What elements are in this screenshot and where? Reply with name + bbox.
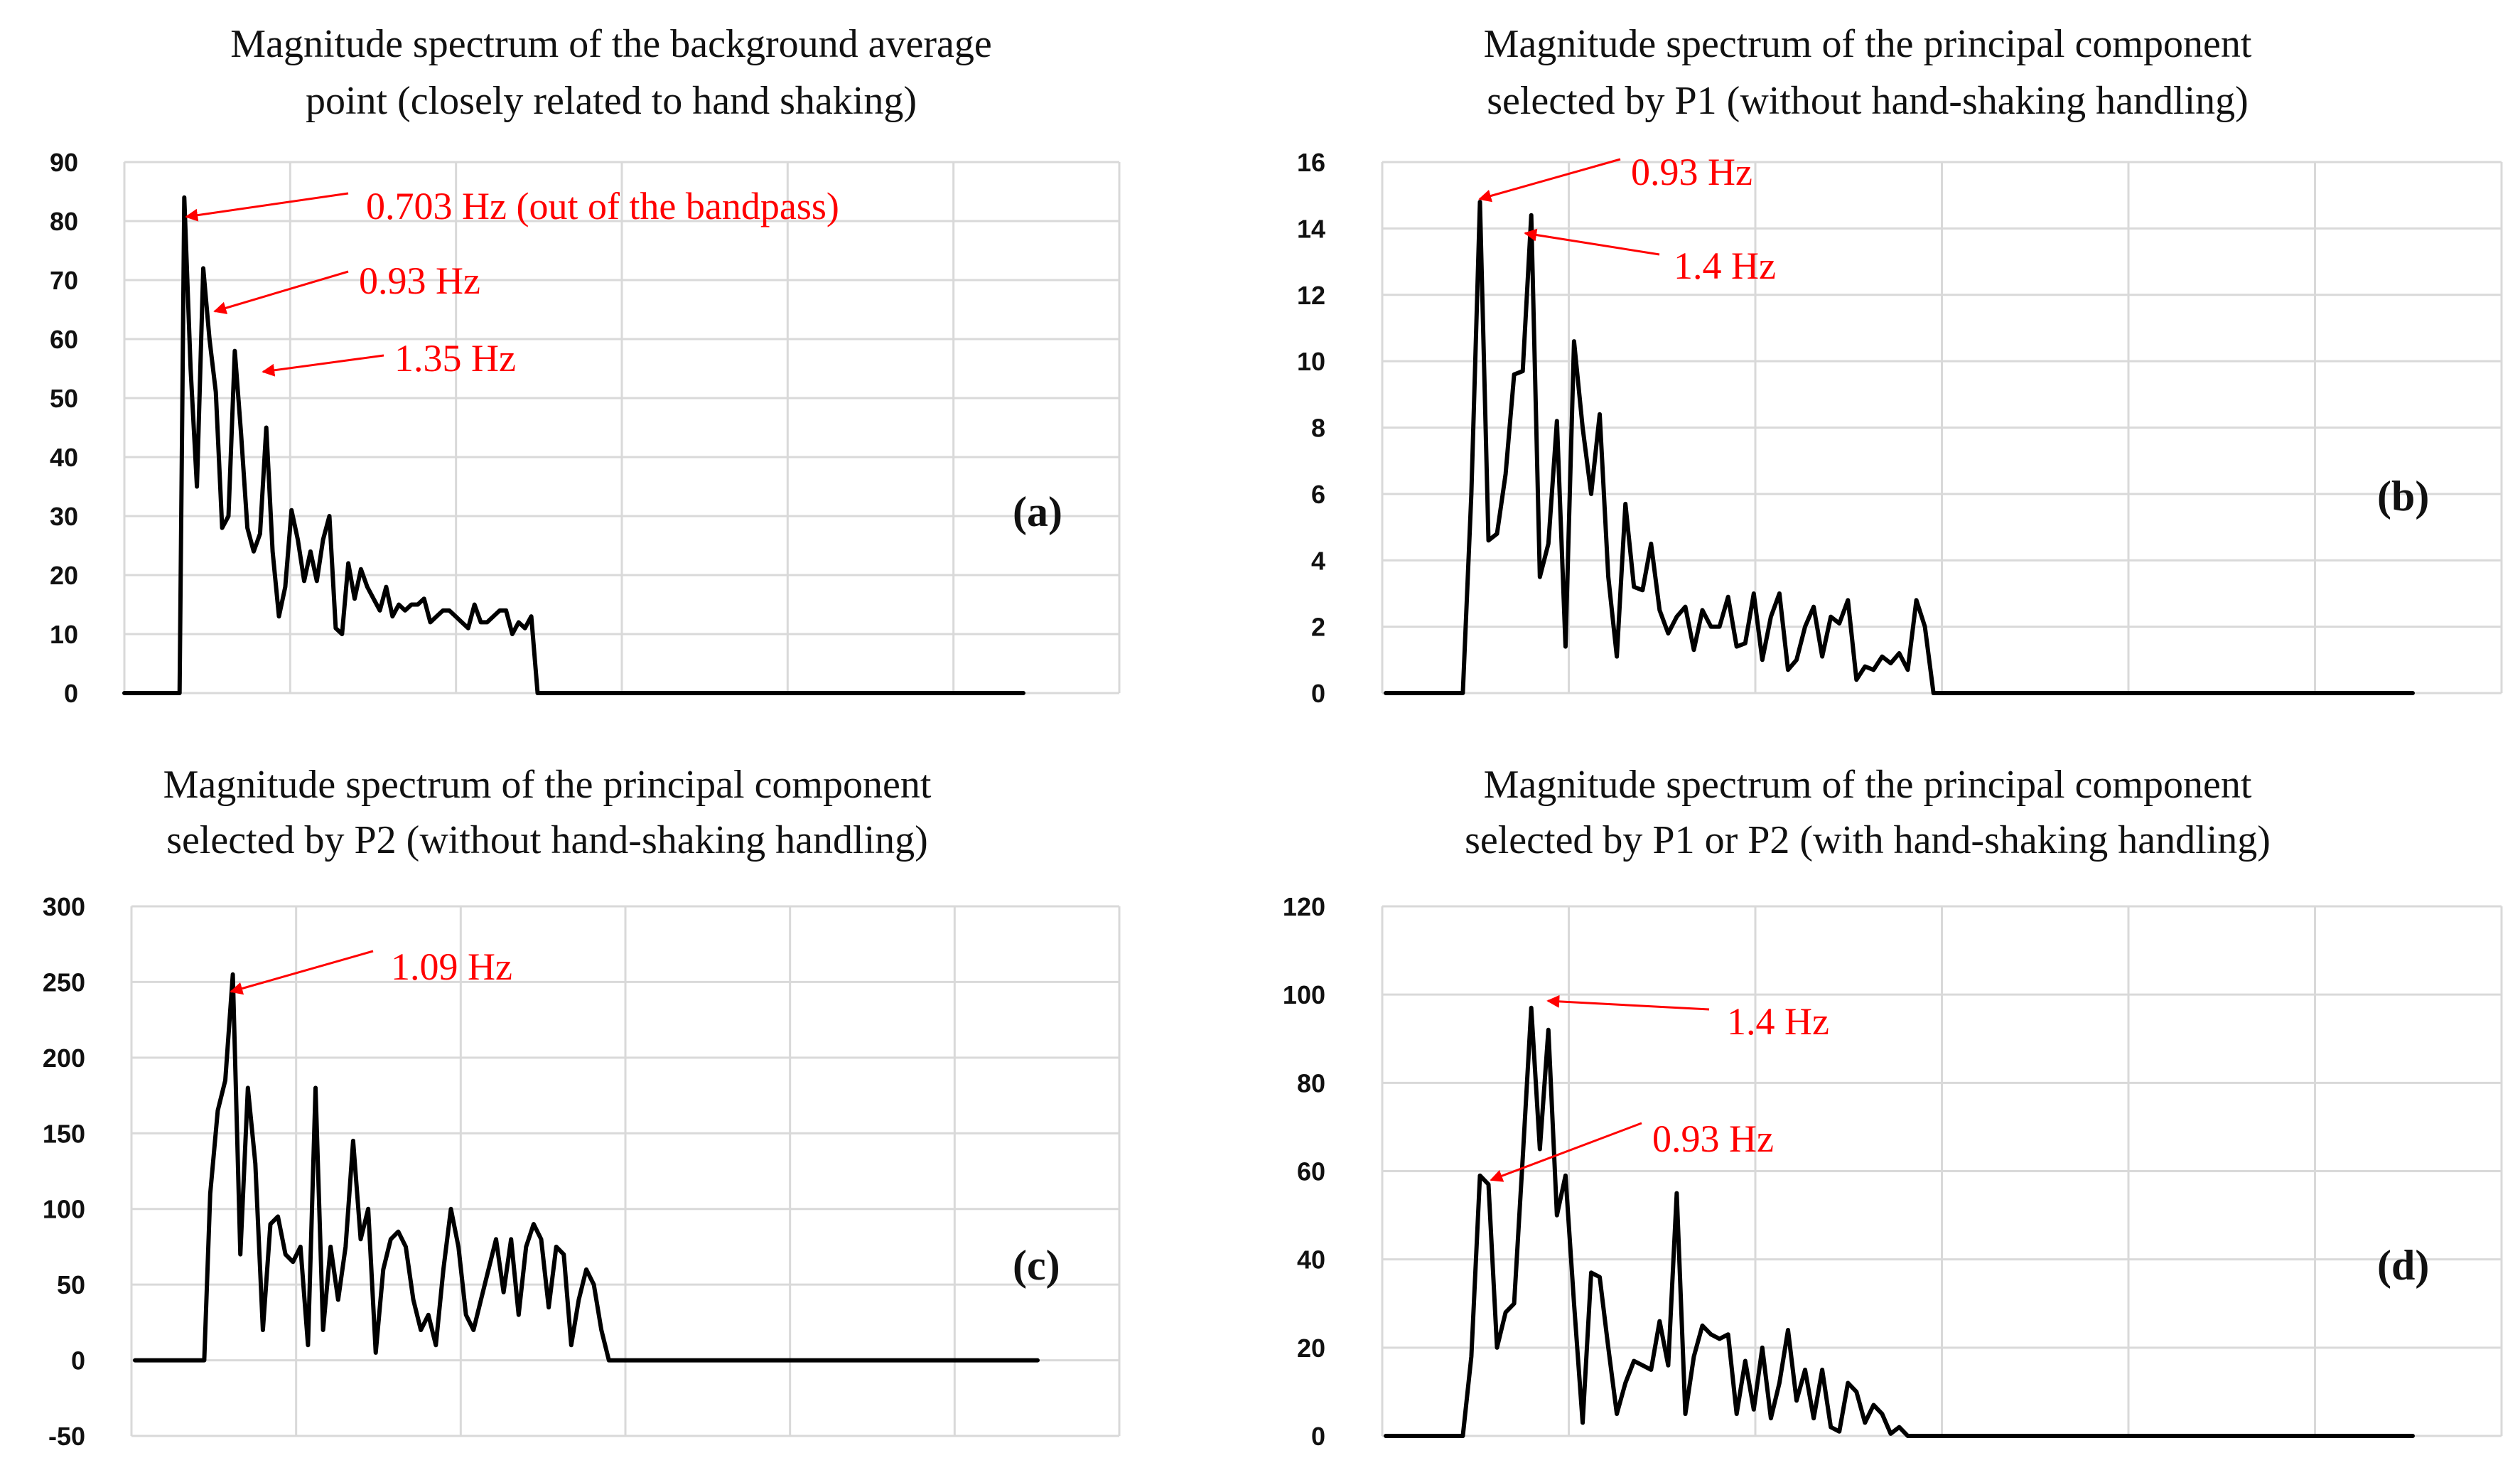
panel-a-label: (a)	[1013, 488, 1062, 535]
panel-b-annotations: 0.93 Hz 1.4 Hz	[1478, 151, 1776, 287]
panel-d-ytick-0: 0	[1311, 1422, 1325, 1451]
panel-c-annotation-1: 1.09 Hz	[391, 945, 512, 988]
panel-a-ytick-0: 0	[64, 679, 78, 708]
panel-d-annotations: 1.4 Hz 0.93 Hz	[1490, 994, 1829, 1182]
panel-a-ytick-7: 70	[50, 266, 78, 295]
panel-b-grid	[1381, 161, 2503, 695]
panel-a: Magnitude spectrum of the background ave…	[50, 22, 1121, 708]
panel-b-annotation-1: 0.93 Hz	[1631, 151, 1752, 193]
panel-a-annotation-2: 0.93 Hz	[359, 259, 480, 302]
panel-c-title-line-2: selected by P2 (without hand-shaking han…	[166, 818, 928, 862]
panel-c-arrow-1	[230, 950, 374, 995]
panel-c: Magnitude spectrum of the principal comp…	[43, 763, 1121, 1451]
panel-a-arrow-1	[185, 192, 349, 222]
panel-c-series-line	[133, 972, 1040, 1363]
panel-c-ytick-7: 300	[43, 892, 85, 921]
panel-c-annotations: 1.09 Hz	[230, 945, 512, 995]
panel-b-ytick-6: 12	[1297, 281, 1325, 310]
panel-a-annotations: 0.703 Hz (out of the bandpass) 0.93 Hz 1…	[185, 185, 839, 380]
panel-b-ytick-0: 0	[1311, 679, 1325, 708]
panel-d-title-line-1: Magnitude spectrum of the principal comp…	[1484, 763, 2252, 807]
panel-a-ytick-6: 60	[50, 325, 78, 354]
panel-c-y-ticks: -50 0 50 100 150 200 250 300	[43, 892, 85, 1451]
panel-c-ytick-2: 50	[57, 1270, 85, 1299]
panel-d-label: (d)	[2377, 1242, 2429, 1289]
panel-d-ytick-1: 20	[1297, 1334, 1325, 1363]
panel-b-ytick-8: 16	[1297, 148, 1325, 177]
panel-a-ytick-9: 90	[50, 148, 78, 177]
panel-a-ytick-2: 20	[50, 561, 78, 590]
panel-b-ytick-5: 10	[1297, 347, 1325, 376]
panel-b-label: (b)	[2377, 473, 2429, 520]
panel-d-arrow-2	[1490, 1122, 1642, 1182]
panel-c-ytick-6: 250	[43, 967, 85, 997]
panel-b-arrow-1	[1478, 158, 1621, 203]
panel-b-annotation-2: 1.4 Hz	[1674, 245, 1776, 287]
panel-c-ytick-4: 150	[43, 1119, 85, 1148]
panel-d-ytick-6: 120	[1283, 892, 1325, 921]
panel-c-ytick-5: 200	[43, 1044, 85, 1073]
panel-a-y-ticks: 0 10 20 30 40 50 60 70 80 90	[50, 148, 78, 708]
panel-b-ytick-3: 6	[1311, 480, 1325, 509]
panel-d-grid	[1381, 905, 2503, 1437]
panel-c-ytick-3: 100	[43, 1195, 85, 1224]
panel-c-ytick-0: -50	[48, 1422, 85, 1451]
panel-b-title-line-1: Magnitude spectrum of the principal comp…	[1484, 22, 2252, 66]
panel-d-arrow-1	[1546, 994, 1710, 1011]
panel-b-y-ticks: 0 2 4 6 8 10 12 14 16	[1297, 148, 1325, 708]
panel-b-series-line	[1384, 200, 2415, 695]
panel-a-title-line-2: point (closely related to hand shaking)	[306, 79, 917, 123]
panel-c-title-line-1: Magnitude spectrum of the principal comp…	[163, 763, 932, 807]
panel-b-ytick-1: 2	[1311, 613, 1325, 642]
panel-b-arrow-2	[1524, 228, 1660, 256]
panel-b-ytick-7: 14	[1297, 214, 1325, 243]
panel-a-annotation-3: 1.35 Hz	[394, 337, 516, 380]
panel-d-ytick-2: 40	[1297, 1245, 1325, 1275]
panel-b-ytick-4: 8	[1311, 414, 1325, 443]
panel-b: Magnitude spectrum of the principal comp…	[1297, 22, 2503, 708]
panel-a-grid	[123, 161, 1121, 695]
panel-a-ytick-1: 10	[50, 620, 78, 649]
panel-d: Magnitude spectrum of the principal comp…	[1283, 763, 2503, 1451]
panel-a-arrow-3	[262, 354, 384, 377]
panel-a-arrow-2	[213, 270, 349, 315]
panel-d-annotation-2: 0.93 Hz	[1652, 1117, 1774, 1160]
panel-d-ytick-4: 80	[1297, 1068, 1325, 1098]
panel-d-ytick-3: 60	[1297, 1157, 1325, 1186]
panel-c-label: (c)	[1013, 1242, 1060, 1289]
panel-d-title-line-2: selected by P1 or P2 (with hand-shaking …	[1465, 818, 2271, 862]
panel-a-annotation-1: 0.703 Hz (out of the bandpass)	[366, 185, 839, 227]
panel-a-ytick-3: 30	[50, 502, 78, 531]
panel-a-series-line	[122, 195, 1025, 695]
panel-a-ytick-4: 40	[50, 443, 78, 472]
panel-d-series-line	[1384, 1005, 2415, 1438]
panel-d-annotation-1: 1.4 Hz	[1727, 1000, 1829, 1043]
panel-c-grid	[130, 905, 1121, 1437]
panel-b-title-line-2: selected by P1 (without hand-shaking han…	[1487, 79, 2249, 123]
panel-a-ytick-8: 80	[50, 207, 78, 236]
panel-c-ytick-1: 0	[71, 1346, 85, 1376]
panel-a-title-line-1: Magnitude spectrum of the background ave…	[230, 22, 991, 66]
panel-b-ytick-2: 4	[1311, 546, 1325, 575]
panel-a-ytick-5: 50	[50, 384, 78, 413]
panel-d-y-ticks: 0 20 40 60 80 100 120	[1283, 892, 1325, 1451]
panel-d-ytick-5: 100	[1283, 980, 1325, 1009]
